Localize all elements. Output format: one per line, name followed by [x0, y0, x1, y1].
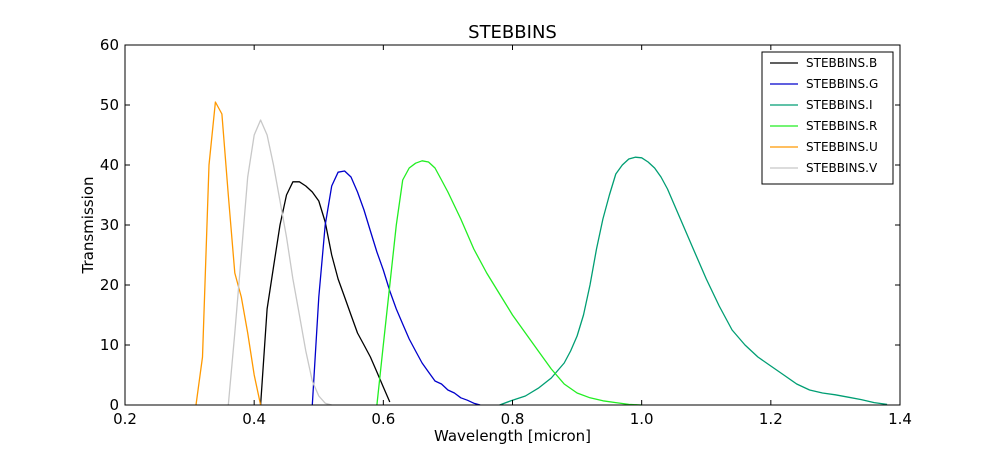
x-tick-label: 0.4 [242, 410, 266, 428]
x-tick-label: 0.6 [371, 410, 395, 428]
axis-ticks: 0.2 0.4 0.6 0.8 1.0 1.2 1.4 0 10 20 30 40 50 60 [100, 36, 912, 428]
y-tick-label: 10 [100, 336, 119, 354]
x-tick-label: 0.8 [501, 410, 525, 428]
x-axis-label: Wavelength [micron] [434, 427, 591, 445]
legend-label: STEBBINS.R [806, 119, 877, 133]
x-tick-label: 0.2 [113, 410, 137, 428]
y-tick-label: 40 [100, 156, 119, 174]
series-line-stebbins-g [311, 170, 481, 406]
legend-label: STEBBINS.U [806, 140, 878, 154]
legend-label: STEBBINS.I [806, 98, 872, 112]
series-line-stebbins-i [499, 156, 888, 406]
legend-label: STEBBINS.B [806, 56, 877, 70]
series-line-stebbins-u [195, 101, 262, 406]
legend: STEBBINS.B STEBBINS.G STEBBINS.I STEBBINS.R… [761, 51, 894, 185]
plot-lines [195, 101, 888, 406]
x-tick-label: 1.2 [759, 410, 783, 428]
series-line-stebbins-r [376, 160, 642, 406]
y-tick-label: 0 [109, 396, 119, 414]
legend-box [761, 51, 894, 185]
y-tick-label: 60 [100, 36, 119, 54]
y-tick-label: 20 [100, 276, 119, 294]
series-line-stebbins-v [227, 119, 332, 406]
y-tick-label: 30 [100, 216, 119, 234]
x-tick-label: 1.4 [888, 410, 912, 428]
x-tick-label: 1.0 [630, 410, 654, 428]
chart-title: STEBBINS [468, 22, 557, 43]
legend-label: STEBBINS.G [806, 77, 878, 91]
y-axis-label: Transmission [79, 177, 97, 275]
legend-label: STEBBINS.V [806, 161, 878, 175]
y-tick-label: 50 [100, 96, 119, 114]
